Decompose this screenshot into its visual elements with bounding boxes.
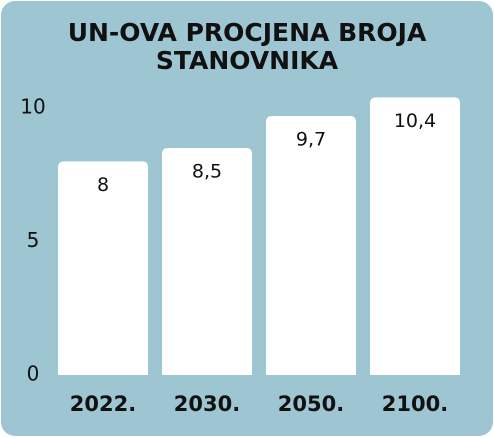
x-tick-label: 2030.: [174, 392, 240, 416]
bar: [370, 97, 460, 375]
x-tick-label: 2050.: [278, 392, 344, 416]
bar: [58, 161, 148, 375]
x-tick-label: 2100.: [382, 392, 448, 416]
y-tick-label: 10: [20, 95, 45, 119]
value-label: 10,4: [394, 110, 436, 132]
bar: [162, 148, 252, 375]
y-tick-label: 5: [27, 228, 40, 252]
chart-title: STANOVNIKA: [156, 46, 339, 75]
value-label: 8,5: [192, 161, 222, 183]
value-label: 9,7: [296, 129, 326, 151]
bar: [266, 116, 356, 375]
value-label: 8: [97, 174, 109, 196]
chart-title: UN-OVA PROCJENA BROJA: [68, 18, 427, 47]
x-tick-label: 2022.: [70, 392, 136, 416]
y-tick-label: 0: [27, 362, 40, 386]
